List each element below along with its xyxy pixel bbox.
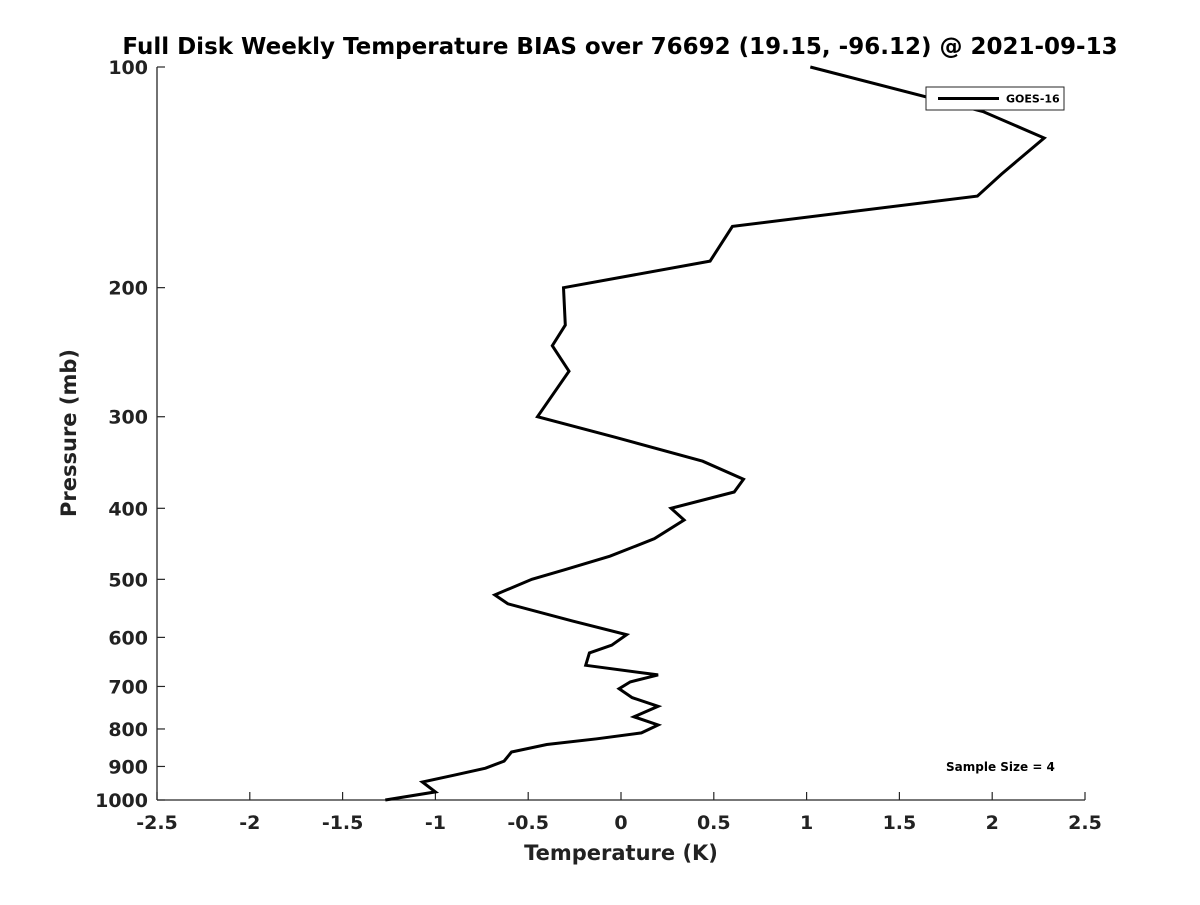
y-tick-label: 500: [108, 569, 148, 591]
y-axis-label: Pressure (mb): [57, 349, 81, 517]
x-tick-label: 2: [986, 812, 999, 834]
y-tick-label: 1000: [95, 790, 148, 812]
legend-label: GOES-16: [1006, 93, 1060, 106]
x-tick-label: 0.5: [697, 812, 731, 834]
y-tick-label: 100: [108, 57, 148, 79]
y-ticks: 100 200 300 400 500 600 700 800 900 1000: [95, 57, 165, 812]
y-tick-label: 600: [108, 627, 148, 649]
x-tick-label: -1: [425, 812, 446, 834]
y-tick-label: 400: [108, 498, 148, 520]
x-tick-label: 2.5: [1068, 812, 1102, 834]
legend[interactable]: GOES-16: [925, 86, 1065, 111]
y-tick-label: 900: [108, 756, 148, 778]
x-tick-label: 1: [800, 812, 813, 834]
x-tick-label: 0: [614, 812, 627, 834]
x-axis-label: Temperature (K): [524, 841, 718, 865]
sample-size-annotation: Sample Size = 4: [946, 760, 1055, 774]
chart-title: Full Disk Weekly Temperature BIAS over 7…: [122, 34, 1117, 60]
x-tick-label: 1.5: [883, 812, 917, 834]
y-tick-label: 200: [108, 278, 148, 300]
x-tick-label: -1.5: [322, 812, 364, 834]
x-tick-label: -2: [239, 812, 260, 834]
y-tick-label: 300: [108, 407, 148, 429]
x-ticks: -2.5 -2 -1.5 -1 -0.5 0 0.5 1 1.5 2 2.5: [136, 792, 1102, 834]
y-tick-label: 700: [108, 676, 148, 698]
series-line-goes-16: [385, 65, 1048, 802]
x-tick-label: -2.5: [136, 812, 178, 834]
series-group: [385, 65, 1048, 802]
y-tick-label: 800: [108, 719, 148, 741]
x-tick-label: -0.5: [507, 812, 549, 834]
